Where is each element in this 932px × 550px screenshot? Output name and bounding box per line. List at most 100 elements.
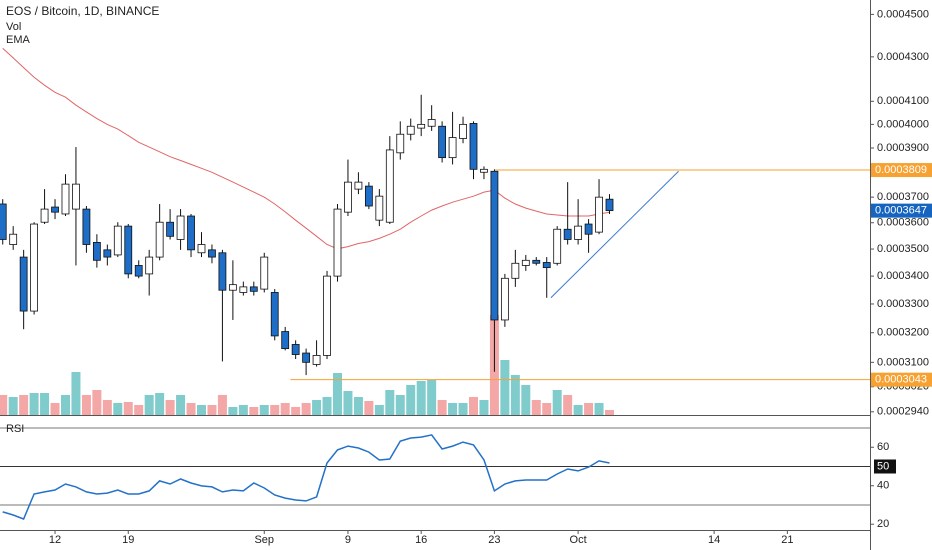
volume-bar <box>343 391 353 415</box>
volume-bar <box>50 403 60 415</box>
volume-bar <box>353 397 363 415</box>
volume-bar <box>448 403 458 415</box>
x-tick-label: 14 <box>708 534 720 546</box>
indicator-label: EMA <box>6 34 31 46</box>
candle-body <box>92 241 101 261</box>
candle-body <box>532 259 541 264</box>
volume-bar <box>249 407 259 415</box>
volume-bar <box>312 400 322 415</box>
volume-bar <box>92 390 102 415</box>
candle-body <box>323 275 331 356</box>
y-tick-label: 0.0003200 <box>877 327 929 339</box>
volume-bar <box>552 390 562 415</box>
volume-bar <box>563 395 573 415</box>
candle-body <box>270 292 279 337</box>
rsi-line <box>2 434 610 520</box>
y-tick-label: 0.0003400 <box>877 270 929 282</box>
volume-bar <box>123 402 133 415</box>
candle-body <box>239 286 248 293</box>
candle-body <box>208 249 216 258</box>
volume-bar <box>155 393 165 415</box>
candle-body <box>40 208 49 223</box>
candle-body <box>249 286 258 292</box>
volume-bar <box>0 395 8 415</box>
candle-body <box>354 181 363 190</box>
volume-bar <box>291 407 301 415</box>
ema-line <box>2 47 610 250</box>
last-price-box <box>871 203 932 218</box>
candle-body <box>469 123 478 170</box>
candle-body <box>480 168 488 173</box>
volume-bar <box>165 400 175 415</box>
candle-body <box>281 331 290 349</box>
volume-bar <box>186 403 196 415</box>
x-tick-label: 21 <box>781 534 793 546</box>
candle-body <box>260 256 269 290</box>
candle-body <box>51 206 59 213</box>
candle-body <box>124 225 133 275</box>
volume-bar <box>521 385 531 415</box>
volume-bar <box>60 395 70 415</box>
volume-bar <box>144 395 154 415</box>
y-tick-label: 0.0003500 <box>877 243 929 255</box>
rsi-level-box <box>874 459 896 474</box>
candle-body <box>187 215 195 251</box>
volume-bar <box>238 405 248 415</box>
candle-body <box>490 170 499 321</box>
level-box <box>871 163 932 178</box>
rsi-tick-label: 40 <box>877 480 889 492</box>
candle-body <box>72 183 80 210</box>
volume-bar <box>207 405 217 415</box>
volume-bar <box>8 397 18 415</box>
candle-body <box>344 181 352 213</box>
volume-bar <box>228 407 238 415</box>
candle-body <box>521 259 530 266</box>
candle-body <box>134 265 143 277</box>
volume-bar <box>71 372 81 415</box>
volume-bar <box>584 403 594 415</box>
level-label: 0.0003809 <box>875 164 927 176</box>
volume-bar <box>385 390 395 415</box>
volume-bar <box>542 403 552 415</box>
candle-body <box>0 203 7 240</box>
candle-body <box>302 352 311 363</box>
x-tick-label: Sep <box>254 534 274 546</box>
candle-body <box>459 123 467 139</box>
volume-bar <box>134 405 144 415</box>
x-tick-label: 16 <box>415 534 427 546</box>
volume-bar <box>458 403 468 415</box>
volume-bar <box>19 395 29 415</box>
rsi-label: RSI <box>6 423 24 435</box>
candle-body <box>218 252 227 291</box>
candle-body <box>427 119 436 127</box>
y-tick-label: 0.0004100 <box>877 95 929 107</box>
chart-title: EOS / Bitcoin, 1D, BINANCE <box>6 4 159 18</box>
y-tick-label: 0.0003900 <box>877 142 929 154</box>
volume-bar <box>427 380 437 415</box>
level-box <box>871 372 932 387</box>
candle-body <box>448 137 457 159</box>
x-tick-label: Oct <box>570 534 587 546</box>
y-tick-label: 0.0004500 <box>877 8 929 20</box>
candle-body <box>166 221 175 237</box>
volume-bar <box>364 401 374 415</box>
volume-bar <box>40 393 50 415</box>
candle-body <box>595 196 603 233</box>
volume-bar <box>416 381 426 415</box>
candle-body <box>511 262 520 279</box>
candle-body <box>155 221 164 258</box>
indicator-label: Vol <box>6 21 21 33</box>
candle-body <box>396 133 405 154</box>
volume-bar <box>259 405 269 415</box>
volume-bar <box>374 405 384 415</box>
volume-bar <box>280 403 290 415</box>
candle-body <box>228 284 237 291</box>
last-price-label: 0.0003647 <box>875 205 927 217</box>
candle-body <box>574 225 583 240</box>
volume-bar <box>468 397 478 415</box>
price-pane <box>0 47 870 415</box>
y-tick-label: 0.0004000 <box>877 118 929 130</box>
volume-bar <box>573 405 583 415</box>
